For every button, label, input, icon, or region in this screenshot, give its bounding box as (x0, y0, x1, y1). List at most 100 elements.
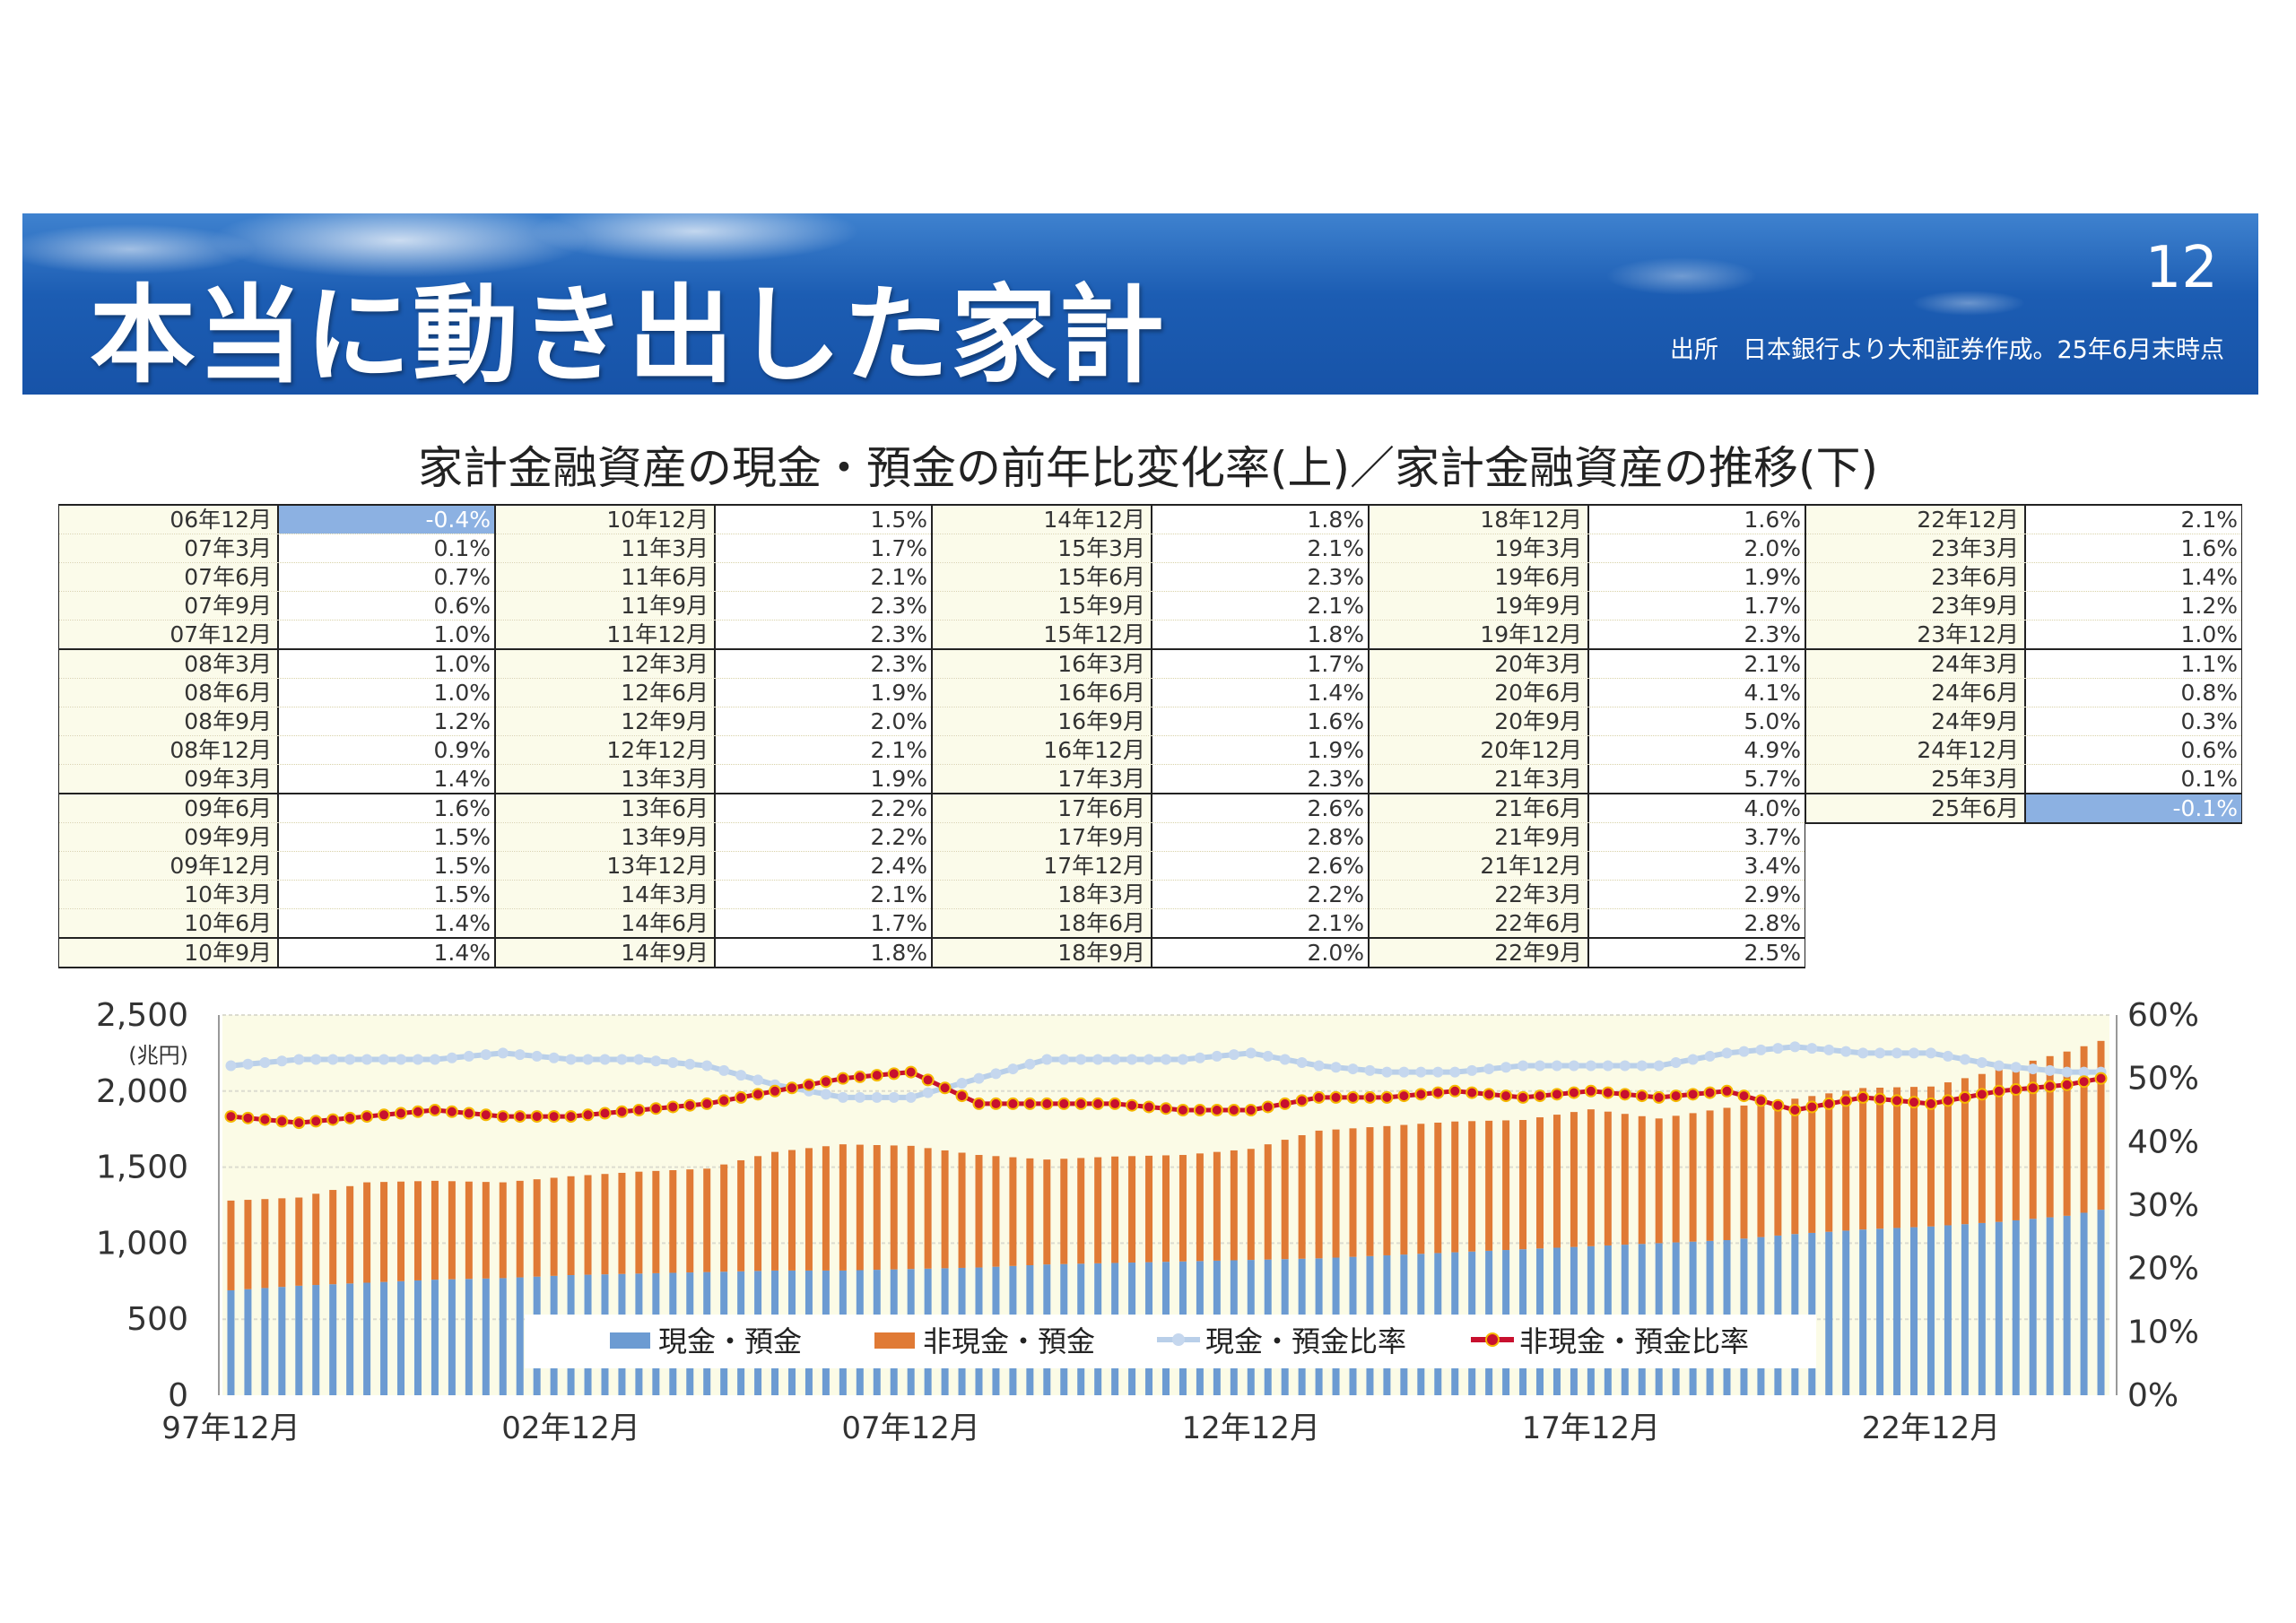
non-cash-ratio-point (735, 1090, 748, 1104)
cash-ratio-point (990, 1068, 1002, 1080)
non-cash-bar (1298, 1134, 1306, 1259)
table-column-group: 22年12月 2.1% 23年3月 1.6% 23年6月 1.4% 23年9月 1.2% 23年… (1805, 504, 2242, 824)
cash-deposit-bar (2046, 1217, 2054, 1395)
legend-swatch (610, 1332, 650, 1349)
table-row: 06年12月 -0.4% (59, 506, 494, 534)
cash-ratio-point (820, 1089, 831, 1100)
non-cash-ratio-point (1329, 1090, 1343, 1104)
x-tick-label: 22年12月 (1862, 1410, 2001, 1446)
non-cash-ratio-point (1109, 1097, 1122, 1110)
cash-ratio-point (684, 1058, 696, 1070)
non-cash-ratio-point (1465, 1086, 1479, 1099)
table-row: 21年9月 3.7% (1370, 823, 1805, 852)
non-cash-bar (1723, 1107, 1731, 1241)
change-rate-cell: 1.0% (433, 680, 491, 706)
non-cash-bar (941, 1150, 949, 1269)
cash-ratio-point (752, 1074, 764, 1086)
non-cash-bar (1417, 1124, 1425, 1254)
table-row: 09年12月 1.5% (59, 852, 494, 881)
cash-deposit-bar (363, 1282, 371, 1395)
table-row: 18年12月 1.6% (1370, 506, 1805, 534)
non-cash-ratio-point (496, 1110, 509, 1124)
table-row: 21年6月 4.0% (1370, 794, 1805, 823)
non-cash-ratio-point (666, 1100, 680, 1114)
cash-ratio-point (1432, 1066, 1444, 1078)
period-cell: 07年3月 (59, 534, 279, 562)
table-row: 23年12月 1.0% (1806, 621, 2241, 650)
period-cell: 17年9月 (933, 823, 1152, 851)
period-cell: 23年9月 (1806, 592, 2026, 620)
period-cell: 09年9月 (59, 823, 279, 851)
period-cell: 07年12月 (59, 621, 279, 648)
left-axis-tick-label: 500 (126, 1301, 188, 1338)
non-cash-ratio-point (1992, 1084, 2005, 1098)
change-rate-cell: 4.1% (1744, 680, 1801, 706)
non-cash-bar (2063, 1051, 2071, 1216)
change-rate-cell: 2.2% (1307, 881, 1364, 907)
cash-ratio-point (1177, 1054, 1188, 1065)
table-row: 22年9月 2.5% (1370, 939, 1805, 967)
table-row: 10年12月 1.5% (496, 506, 931, 534)
cash-ratio-point (293, 1054, 305, 1065)
cash-ratio-point (1670, 1057, 1682, 1068)
right-axis-tick-label: 10% (2127, 1314, 2199, 1350)
change-rate-cell: 0.6% (2180, 737, 2238, 763)
non-cash-bar (516, 1180, 524, 1278)
non-cash-ratio-point (1414, 1088, 1428, 1101)
cash-ratio-point (1092, 1054, 1104, 1065)
non-cash-bar (1825, 1093, 1833, 1232)
right-axis-tick-label: 40% (2127, 1124, 2199, 1160)
change-rate-cell: 1.4% (1307, 680, 1364, 706)
change-rate-cell: 2.3% (870, 651, 927, 677)
change-rate-cell: -0.4% (279, 506, 494, 534)
period-cell: 18年3月 (933, 881, 1152, 908)
non-cash-ratio-point (904, 1065, 918, 1079)
cash-ratio-point (1704, 1050, 1716, 1062)
non-cash-ratio-point (1924, 1097, 1937, 1110)
non-cash-bar (1060, 1159, 1068, 1264)
non-cash-bar (907, 1145, 915, 1270)
non-cash-ratio-point (836, 1072, 849, 1085)
table-row: 15年9月 2.1% (933, 592, 1368, 621)
page-title: 本当に動き出した家計 (90, 273, 1167, 397)
cash-ratio-point (2061, 1066, 2073, 1078)
non-cash-ratio-point (1023, 1097, 1037, 1110)
cash-ratio-point (1313, 1060, 1325, 1072)
table-row: 08年12月 0.9% (59, 736, 494, 765)
cash-ratio-point (1738, 1046, 1750, 1057)
change-rate-cell: 1.4% (433, 910, 491, 936)
cash-ratio-point (956, 1077, 968, 1089)
non-cash-ratio-point (1534, 1089, 1547, 1103)
non-cash-ratio-point (1143, 1100, 1156, 1114)
period-cell: 15年12月 (933, 621, 1152, 648)
non-cash-bar (329, 1190, 337, 1285)
change-rate-cell: 0.1% (433, 535, 491, 561)
period-cell: 19年3月 (1370, 534, 1589, 562)
cash-ratio-point (497, 1047, 509, 1059)
non-cash-bar (1740, 1105, 1748, 1239)
non-cash-ratio-point (1227, 1104, 1240, 1116)
cash-ratio-point (259, 1057, 271, 1068)
cash-ratio-point (1330, 1062, 1342, 1073)
cash-ratio-point (1942, 1050, 1953, 1062)
cash-deposit-bar (2097, 1210, 2105, 1395)
table-row: 11年9月 2.3% (496, 592, 931, 621)
period-cell: 21年3月 (1370, 765, 1589, 793)
change-rate-cell: 2.2% (870, 824, 927, 850)
non-cash-ratio-point (292, 1116, 306, 1130)
non-cash-bar (1264, 1144, 1272, 1260)
period-cell: 16年12月 (933, 736, 1152, 764)
cash-ratio-point (1075, 1054, 1087, 1065)
left-axis-unit: (兆円) (128, 1043, 188, 1068)
change-rate-cell: 2.6% (1307, 853, 1364, 879)
cash-deposit-bar (312, 1285, 320, 1395)
non-cash-ratio-point (462, 1107, 475, 1120)
non-cash-ratio-point (1601, 1086, 1614, 1099)
change-rate-cell: 1.9% (870, 766, 927, 792)
cash-ratio-point (735, 1070, 747, 1081)
table-row: 10年6月 1.4% (59, 909, 494, 939)
non-cash-ratio-point (275, 1115, 289, 1128)
period-cell: 18年12月 (1370, 506, 1589, 534)
cash-ratio-point (480, 1049, 491, 1061)
cash-ratio-point (650, 1055, 662, 1067)
